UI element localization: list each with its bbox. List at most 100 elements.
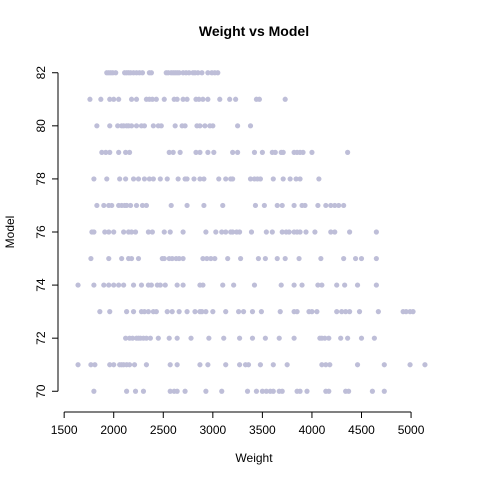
data-point	[184, 309, 190, 315]
data-point	[299, 282, 305, 288]
data-point	[150, 176, 156, 182]
data-point	[262, 255, 268, 262]
data-point	[258, 309, 264, 315]
x-tick-label: 1500	[51, 423, 78, 437]
data-point	[221, 335, 227, 341]
data-point	[318, 255, 324, 262]
data-point	[373, 229, 379, 235]
x-tick-label: 2000	[100, 423, 127, 437]
data-point	[140, 388, 147, 394]
data-point	[279, 202, 285, 209]
data-point	[192, 309, 198, 315]
data-point	[371, 335, 377, 341]
y-tick-label: 78	[34, 172, 48, 186]
data-point	[259, 149, 265, 155]
data-point	[129, 335, 136, 341]
y-tick-label: 74	[34, 278, 48, 292]
y-tick-label: 70	[34, 384, 48, 398]
data-point	[257, 176, 264, 182]
data-point	[249, 309, 256, 315]
data-point	[196, 96, 202, 102]
data-point	[202, 123, 208, 129]
data-point	[91, 176, 97, 182]
data-point	[107, 123, 113, 129]
data-point	[280, 176, 286, 182]
data-point	[332, 229, 338, 235]
data-point	[422, 362, 428, 368]
data-point	[210, 123, 216, 129]
data-point	[121, 282, 127, 288]
data-point	[347, 309, 353, 315]
data-point	[176, 309, 182, 315]
data-point	[212, 255, 218, 262]
y-axis: 70 72 74 76 78 80 82	[34, 66, 59, 398]
data-point	[282, 255, 288, 262]
data-point	[124, 202, 130, 209]
data-point	[231, 282, 237, 288]
data-point	[206, 335, 212, 341]
data-point	[358, 335, 365, 341]
data-point	[132, 229, 139, 235]
data-point	[300, 149, 306, 155]
data-point	[155, 335, 161, 341]
data-point	[172, 123, 178, 129]
data-point	[115, 123, 121, 129]
data-point	[150, 123, 156, 129]
data-point	[91, 388, 97, 394]
data-point	[109, 202, 115, 209]
data-point	[107, 362, 113, 368]
data-point	[216, 176, 222, 182]
data-point	[164, 176, 170, 182]
data-point	[174, 282, 180, 288]
data-point	[354, 362, 361, 368]
data-point	[184, 202, 190, 209]
data-point	[205, 70, 211, 76]
data-point	[126, 149, 133, 155]
data-point	[381, 388, 387, 394]
data-point	[132, 388, 139, 394]
data-point	[133, 96, 140, 102]
data-point	[270, 176, 276, 182]
data-point	[410, 309, 416, 315]
data-point	[326, 335, 332, 341]
data-point	[119, 255, 125, 262]
data-point	[323, 202, 329, 209]
data-point	[253, 388, 260, 394]
data-point	[219, 229, 225, 235]
x-tick-label: 2500	[150, 423, 177, 437]
data-point	[263, 388, 269, 394]
data-point	[143, 362, 150, 368]
data-point	[191, 176, 197, 182]
y-tick-label: 72	[34, 331, 48, 345]
data-point	[166, 149, 172, 155]
y-axis-label: Model	[3, 216, 17, 249]
data-point	[215, 70, 221, 76]
data-point	[174, 388, 180, 394]
data-point	[339, 309, 345, 315]
data-point	[176, 70, 182, 76]
data-point	[336, 202, 342, 209]
chart-title: Weight vs Model	[199, 23, 309, 39]
data-point	[135, 176, 142, 182]
x-tick-label: 3000	[199, 423, 226, 437]
data-point	[303, 229, 309, 235]
data-point	[199, 70, 205, 76]
data-point	[338, 335, 344, 341]
data-point	[245, 362, 252, 368]
data-point	[111, 362, 117, 368]
data-point	[251, 149, 258, 155]
data-point	[319, 282, 325, 288]
data-point	[255, 255, 262, 262]
data-point	[92, 362, 98, 368]
data-point	[197, 123, 203, 129]
data-point	[101, 282, 107, 288]
data-point	[141, 309, 148, 315]
data-point	[240, 309, 247, 315]
data-point	[407, 362, 413, 368]
data-point	[373, 282, 379, 288]
data-point	[352, 255, 359, 262]
data-point	[262, 335, 268, 341]
data-point	[284, 362, 290, 368]
data-point	[334, 309, 340, 315]
